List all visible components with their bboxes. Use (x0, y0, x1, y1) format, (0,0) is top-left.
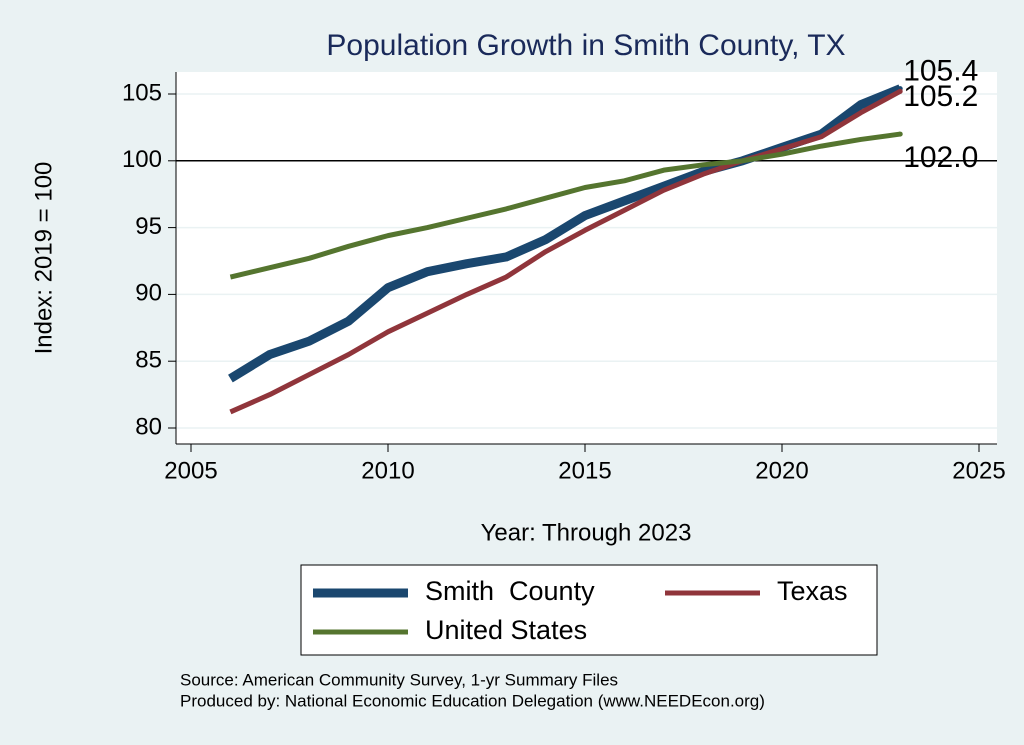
legend-label: Texas (777, 576, 848, 606)
series-line (229, 89, 902, 415)
end-marker (897, 88, 903, 94)
x-axis-label: Year: Through 2023 (481, 519, 692, 546)
y-axis-label: Index: 2019 = 100 (30, 162, 57, 355)
chart-title: Population Growth in Smith County, TX (326, 29, 845, 62)
x-tick-label: 2010 (361, 457, 414, 484)
y-tick-label: 80 (135, 413, 162, 440)
plot-area (176, 72, 997, 444)
source-note: Source: American Community Survey, 1-yr … (180, 670, 618, 689)
y-tick-label: 100 (122, 146, 162, 173)
y-tick-label: 85 (135, 347, 162, 374)
source-note: Produced by: National Economic Education… (180, 691, 765, 710)
legend-label: Smith County (425, 576, 595, 606)
x-tick-label: 2025 (952, 457, 1005, 484)
y-tick-label: 90 (135, 280, 162, 307)
legend (300, 564, 878, 656)
data-label: 102.0 (903, 141, 978, 174)
legend-label: United States (425, 615, 587, 645)
y-tick-label: 105 (122, 79, 162, 106)
series-line (229, 131, 901, 280)
data-label: 105.2 (903, 80, 978, 113)
y-tick-label: 95 (135, 213, 162, 240)
x-tick-label: 2005 (164, 457, 217, 484)
x-tick-label: 2015 (558, 457, 611, 484)
end-marker (897, 131, 903, 137)
x-tick-label: 2020 (755, 457, 808, 484)
data-label: 105.4 (903, 55, 978, 88)
